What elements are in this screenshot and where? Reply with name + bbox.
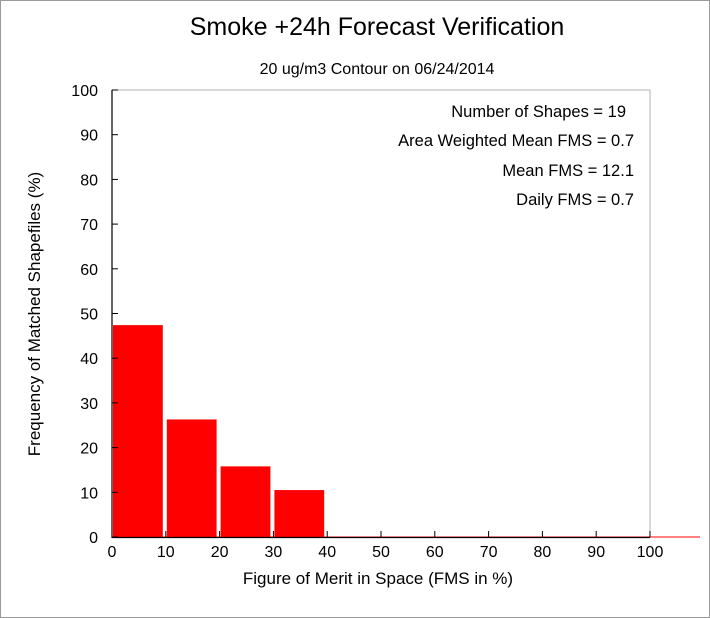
y-tick-label: 10 [80,485,98,502]
stat-number-of-shapes: Number of Shapes = 19 [451,103,626,121]
x-tick-label: 40 [318,544,336,561]
histogram-bar [166,419,217,537]
stat-area-weighted-mean-fms: Area Weighted Mean FMS = 0.7 [398,132,634,150]
y-tick-label: 60 [80,262,98,279]
x-tick-label: 80 [534,544,552,561]
histogram-bar [274,490,325,537]
stat-daily-fms: Daily FMS = 0.7 [516,191,634,209]
y-tick-label: 50 [80,307,98,324]
x-tick-label: 50 [372,544,390,561]
x-tick-label: 10 [157,544,175,561]
plot-area: 0 10 20 30 40 50 60 70 80 90 100 0 10 20 30 40 50 60 70 80 9… [71,83,700,561]
y-tick-label: 90 [80,128,98,145]
y-tick-label: 0 [89,530,98,547]
y-tick-label: 30 [80,396,98,413]
y-tick-label: 40 [80,351,98,368]
x-tick-label: 70 [480,544,498,561]
stat-mean-fms: Mean FMS = 12.1 [502,162,634,180]
histogram-bar [113,325,163,537]
chart-title: Smoke +24h Forecast Verification [190,13,565,41]
x-tick-label: 60 [426,544,444,561]
stats-annotations: Number of Shapes = 19 Area Weighted Mean… [398,103,634,209]
x-tick-label: 20 [211,544,229,561]
histogram-bar [220,466,271,537]
x-tick-label: 30 [265,544,283,561]
x-axis-label: Figure of Merit in Space (FMS in %) [243,569,513,588]
y-axis-label: Frequency of Matched Shapefiles (%) [25,172,44,456]
x-tick-label: 0 [108,544,117,561]
x-tick-label: 90 [587,544,605,561]
y-tick-label: 100 [71,83,98,100]
chart-subtitle: 20 ug/m3 Contour on 06/24/2014 [260,61,495,78]
y-tick-label: 80 [80,172,98,189]
y-tick-label: 70 [80,217,98,234]
y-tick-label: 20 [80,441,98,458]
x-tick-label: 100 [637,544,664,561]
